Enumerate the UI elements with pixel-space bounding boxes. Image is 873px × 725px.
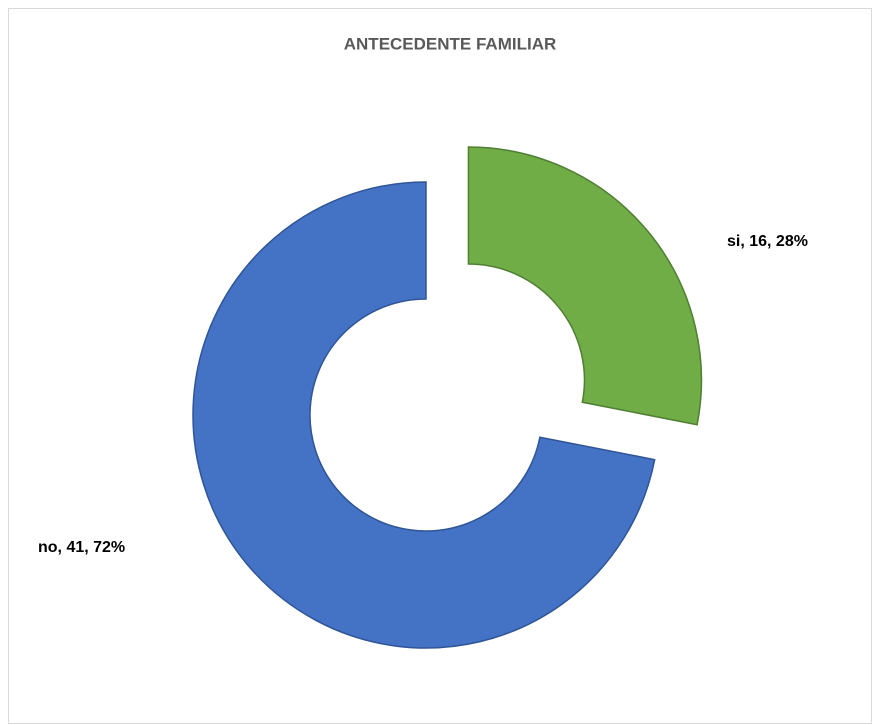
- chart-title: ANTECEDENTE FAMILIAR: [344, 34, 557, 53]
- data-label: no, 41, 72%: [38, 539, 125, 556]
- slice: [192, 181, 656, 649]
- slice: [467, 146, 703, 426]
- data-label: si, 16, 28%: [727, 233, 808, 250]
